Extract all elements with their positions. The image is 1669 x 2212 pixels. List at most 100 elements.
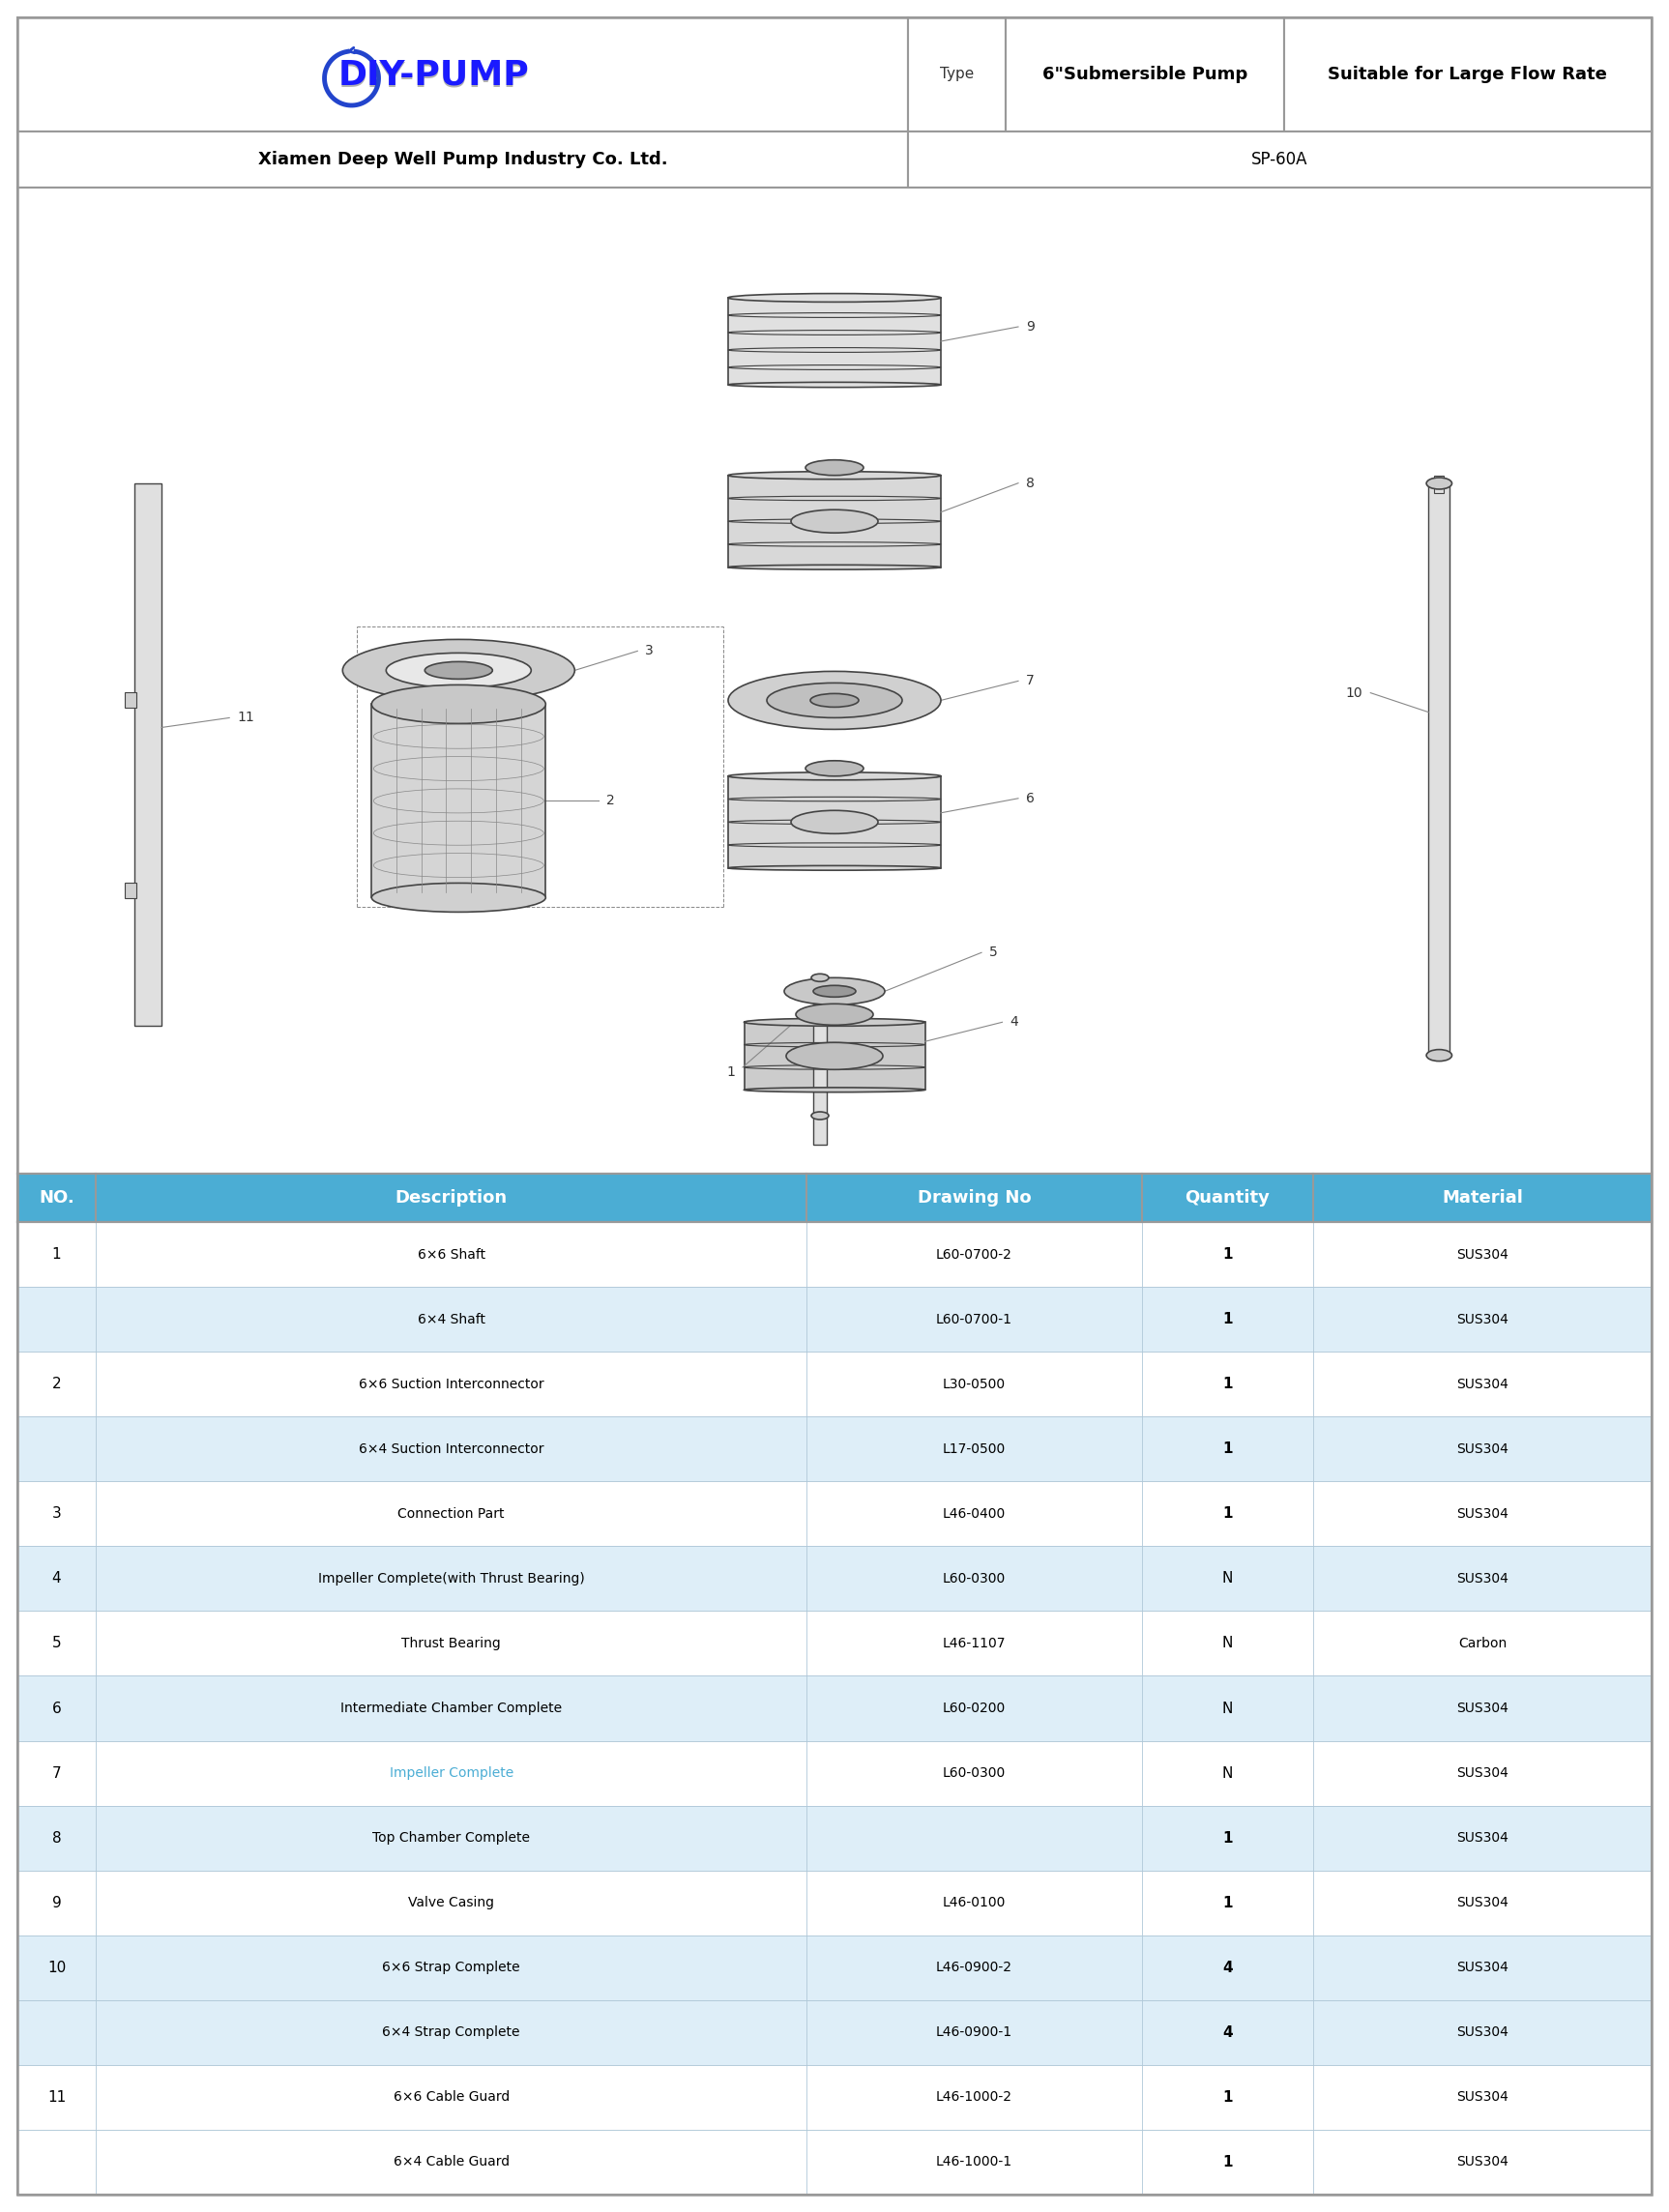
Text: Xiamen Deep Well Pump Industry Co. Ltd.: Xiamen Deep Well Pump Industry Co. Ltd. <box>259 150 668 168</box>
Bar <box>372 703 546 898</box>
Ellipse shape <box>813 984 856 998</box>
Bar <box>728 776 941 867</box>
Bar <box>17 188 1652 1175</box>
Text: Quantity: Quantity <box>1185 1190 1270 1206</box>
Text: SP-60A: SP-60A <box>1252 150 1308 168</box>
Ellipse shape <box>342 639 574 701</box>
Text: L60-0200: L60-0200 <box>943 1701 1006 1714</box>
Ellipse shape <box>791 810 878 834</box>
Ellipse shape <box>1427 1048 1452 1062</box>
Text: 2: 2 <box>52 1376 62 1391</box>
Ellipse shape <box>811 695 858 708</box>
Text: SUS304: SUS304 <box>1457 1442 1509 1455</box>
Text: 7: 7 <box>1026 675 1035 688</box>
Ellipse shape <box>728 383 941 387</box>
Text: 8: 8 <box>52 1832 62 1845</box>
Text: SUS304: SUS304 <box>1457 1701 1509 1714</box>
Text: L30-0500: L30-0500 <box>943 1378 1006 1391</box>
Text: 1: 1 <box>1222 1506 1233 1522</box>
Ellipse shape <box>744 1018 925 1026</box>
Ellipse shape <box>786 1042 883 1071</box>
Text: 6×6 Cable Guard: 6×6 Cable Guard <box>394 2090 509 2104</box>
Bar <box>744 1022 925 1091</box>
Text: L60-0700-1: L60-0700-1 <box>936 1312 1013 1325</box>
Bar <box>17 1221 1652 1287</box>
Text: 6: 6 <box>1026 792 1035 805</box>
Bar <box>17 2066 1652 2130</box>
Text: 8: 8 <box>1026 476 1035 489</box>
Text: 1: 1 <box>1222 1312 1233 1327</box>
Bar <box>17 2130 1652 2194</box>
Bar <box>1006 18 1283 131</box>
Text: N: N <box>1222 1765 1233 1781</box>
Text: L60-0300: L60-0300 <box>943 1767 1006 1781</box>
Bar <box>17 1482 1652 1546</box>
Bar <box>908 131 1652 188</box>
Text: L46-0100: L46-0100 <box>943 1896 1006 1909</box>
Ellipse shape <box>811 1113 829 1119</box>
Text: 10: 10 <box>47 1960 67 1975</box>
Text: 1: 1 <box>1222 1248 1233 1261</box>
Text: 1: 1 <box>1222 1442 1233 1455</box>
Text: 1: 1 <box>1222 2154 1233 2170</box>
Text: N: N <box>1222 1637 1233 1650</box>
Text: 11: 11 <box>237 710 254 726</box>
Bar <box>17 1416 1652 1482</box>
Text: 6×4 Strap Complete: 6×4 Strap Complete <box>382 2026 521 2039</box>
Text: 6×6 Suction Interconnector: 6×6 Suction Interconnector <box>359 1378 544 1391</box>
Text: 1: 1 <box>1222 1896 1233 1911</box>
Text: 1: 1 <box>1222 2090 1233 2104</box>
Text: L46-1000-2: L46-1000-2 <box>936 2090 1013 2104</box>
Text: SUS304: SUS304 <box>1457 1506 1509 1520</box>
Ellipse shape <box>372 686 546 723</box>
Text: 6×4 Suction Interconnector: 6×4 Suction Interconnector <box>359 1442 544 1455</box>
Text: L17-0500: L17-0500 <box>943 1442 1006 1455</box>
Ellipse shape <box>386 653 531 688</box>
Bar <box>17 18 908 131</box>
Ellipse shape <box>744 1088 925 1093</box>
Text: Intermediate Chamber Complete: Intermediate Chamber Complete <box>340 1701 562 1714</box>
Ellipse shape <box>811 973 829 982</box>
Text: L46-0900-2: L46-0900-2 <box>936 1960 1013 1975</box>
Bar <box>17 1546 1652 1610</box>
Text: 9: 9 <box>52 1896 62 1911</box>
Text: L46-1107: L46-1107 <box>943 1637 1006 1650</box>
Ellipse shape <box>728 670 941 730</box>
Text: SUS304: SUS304 <box>1457 1573 1509 1586</box>
Bar <box>17 2000 1652 2066</box>
Text: SUS304: SUS304 <box>1457 2090 1509 2104</box>
Text: 7: 7 <box>52 1765 62 1781</box>
Bar <box>1434 476 1444 493</box>
Text: 1: 1 <box>1222 1376 1233 1391</box>
Bar <box>17 1352 1652 1416</box>
Text: Suitable for Large Flow Rate: Suitable for Large Flow Rate <box>1329 66 1607 84</box>
Text: Top Chamber Complete: Top Chamber Complete <box>372 1832 531 1845</box>
Bar <box>125 883 137 898</box>
Bar <box>17 1871 1652 1936</box>
Bar <box>17 1805 1652 1871</box>
Text: 6×4 Shaft: 6×4 Shaft <box>417 1312 486 1325</box>
Ellipse shape <box>728 865 941 869</box>
Text: 6: 6 <box>52 1701 62 1717</box>
Text: 3: 3 <box>646 644 654 657</box>
Ellipse shape <box>728 294 941 303</box>
Bar <box>1429 484 1450 1055</box>
Text: Connection Part: Connection Part <box>397 1506 504 1520</box>
Text: 5: 5 <box>990 947 998 960</box>
Text: 1: 1 <box>726 1066 734 1079</box>
Ellipse shape <box>806 761 863 776</box>
Bar <box>728 299 941 385</box>
Bar <box>17 131 908 188</box>
Bar <box>813 978 826 1144</box>
Text: Impeller Complete: Impeller Complete <box>389 1767 514 1781</box>
Text: SUS304: SUS304 <box>1457 1960 1509 1975</box>
Ellipse shape <box>728 564 941 568</box>
Bar <box>17 1741 1652 1805</box>
Bar <box>17 1610 1652 1677</box>
Text: N: N <box>1222 1701 1233 1717</box>
Bar <box>17 1936 1652 2000</box>
Text: 6×4 Cable Guard: 6×4 Cable Guard <box>394 2154 509 2170</box>
Text: 3: 3 <box>52 1506 62 1522</box>
Text: L46-0900-1: L46-0900-1 <box>936 2026 1013 2039</box>
Text: 9: 9 <box>1026 321 1035 334</box>
